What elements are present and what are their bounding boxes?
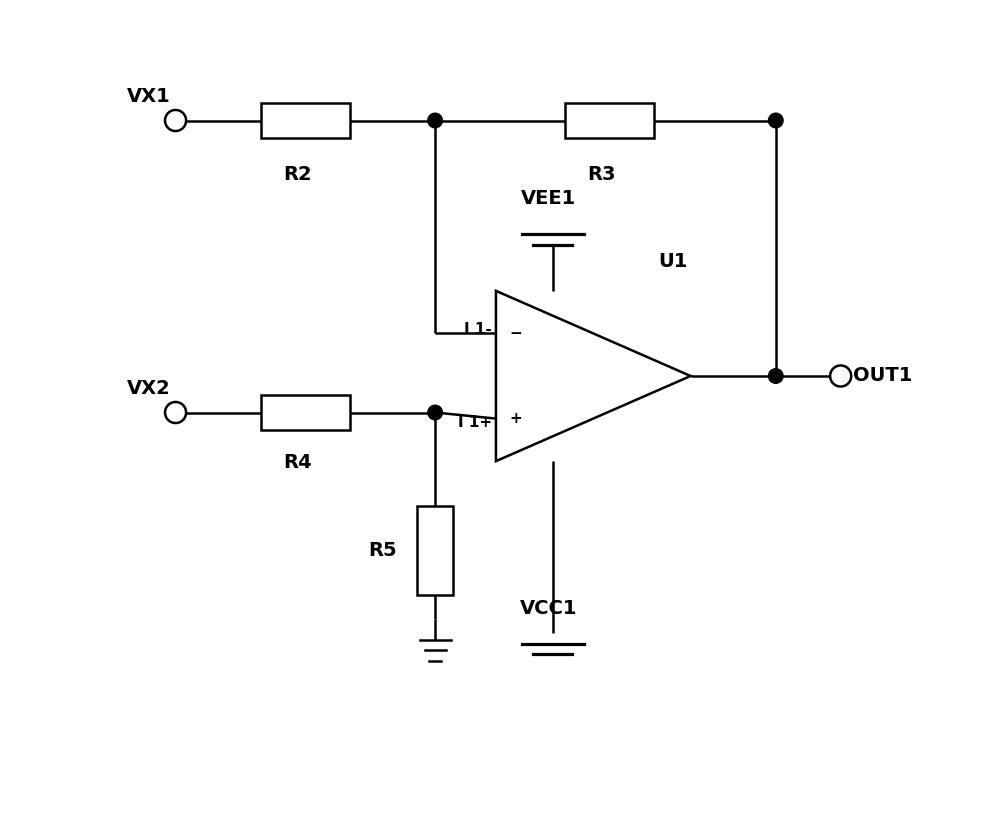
Text: VEE1: VEE1 — [521, 189, 576, 208]
Circle shape — [428, 113, 442, 128]
Text: R5: R5 — [368, 541, 397, 560]
Bar — [261, 102, 350, 139]
Text: R4: R4 — [283, 453, 312, 472]
Circle shape — [830, 365, 851, 387]
Bar — [565, 102, 654, 139]
Text: U1: U1 — [658, 252, 688, 271]
Text: I 1+: I 1+ — [458, 415, 492, 430]
Text: OUT1: OUT1 — [853, 366, 912, 385]
Circle shape — [165, 402, 186, 423]
Text: R2: R2 — [283, 165, 312, 184]
Bar — [417, 506, 453, 595]
Text: VCC1: VCC1 — [520, 599, 577, 618]
Circle shape — [768, 369, 783, 384]
Bar — [261, 394, 350, 431]
Text: VX2: VX2 — [127, 379, 171, 398]
Text: VX1: VX1 — [127, 87, 171, 106]
Text: R3: R3 — [587, 165, 616, 184]
Text: −: − — [510, 326, 523, 341]
Circle shape — [428, 405, 442, 420]
Circle shape — [165, 110, 186, 131]
Circle shape — [768, 113, 783, 128]
Text: I 1-: I 1- — [464, 322, 492, 337]
Text: +: + — [510, 411, 523, 426]
